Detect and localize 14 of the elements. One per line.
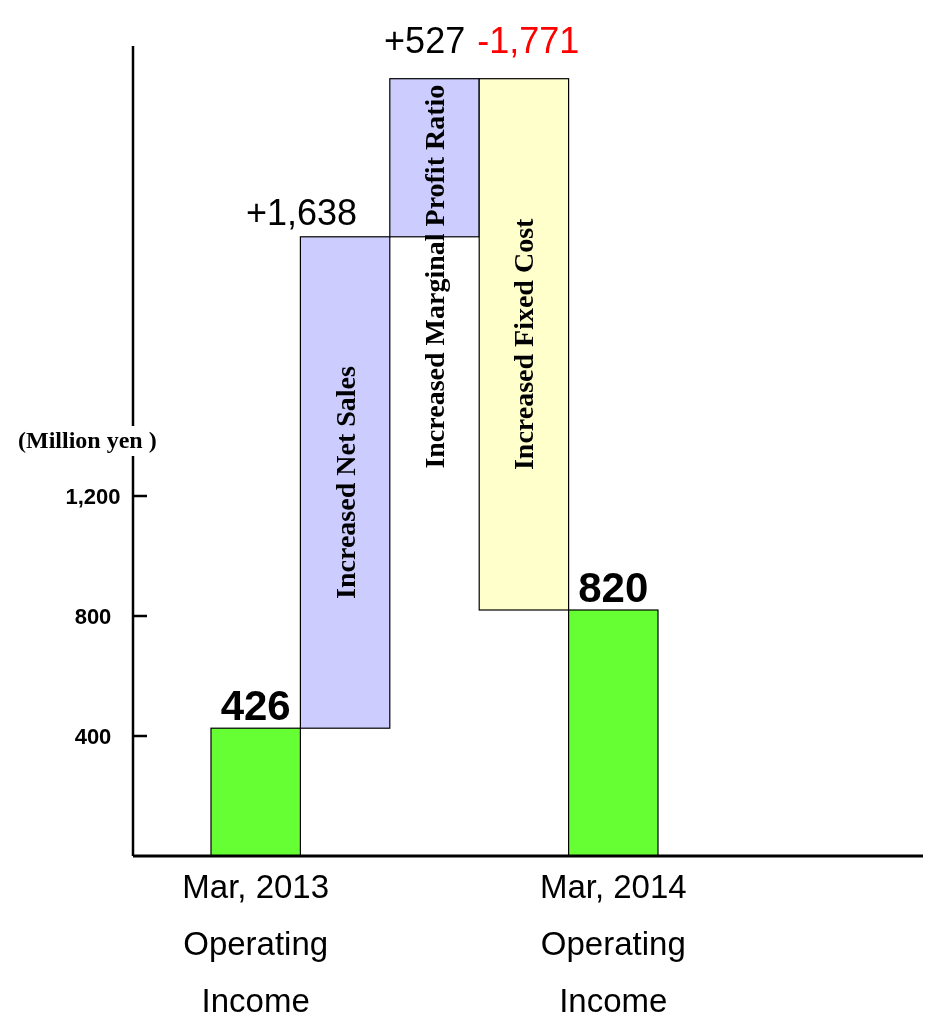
y-tick-label: 1,200 bbox=[65, 483, 121, 509]
x-tick-label: Increased Net Sales bbox=[329, 366, 361, 599]
data-label: 820 bbox=[578, 564, 649, 611]
x-tick-label: Mar, 2013 Operating Income bbox=[182, 868, 330, 1019]
y-axis-title: (Million yen ) bbox=[18, 427, 157, 453]
y-tick-label: 400 bbox=[74, 723, 112, 749]
x-tick-label: Increased Marginal Profit Ratio bbox=[419, 84, 450, 469]
y-tick-label: 800 bbox=[74, 603, 112, 629]
x-tick-label: Increased Fixed Cost bbox=[508, 217, 540, 471]
x-tick-label: Mar, 2014 Operating Income bbox=[539, 868, 687, 1019]
data-label: -1,771 bbox=[477, 19, 580, 61]
data-label: +1,638 bbox=[245, 191, 358, 233]
data-label: +527 bbox=[384, 19, 466, 61]
data-label: 426 bbox=[220, 682, 291, 730]
